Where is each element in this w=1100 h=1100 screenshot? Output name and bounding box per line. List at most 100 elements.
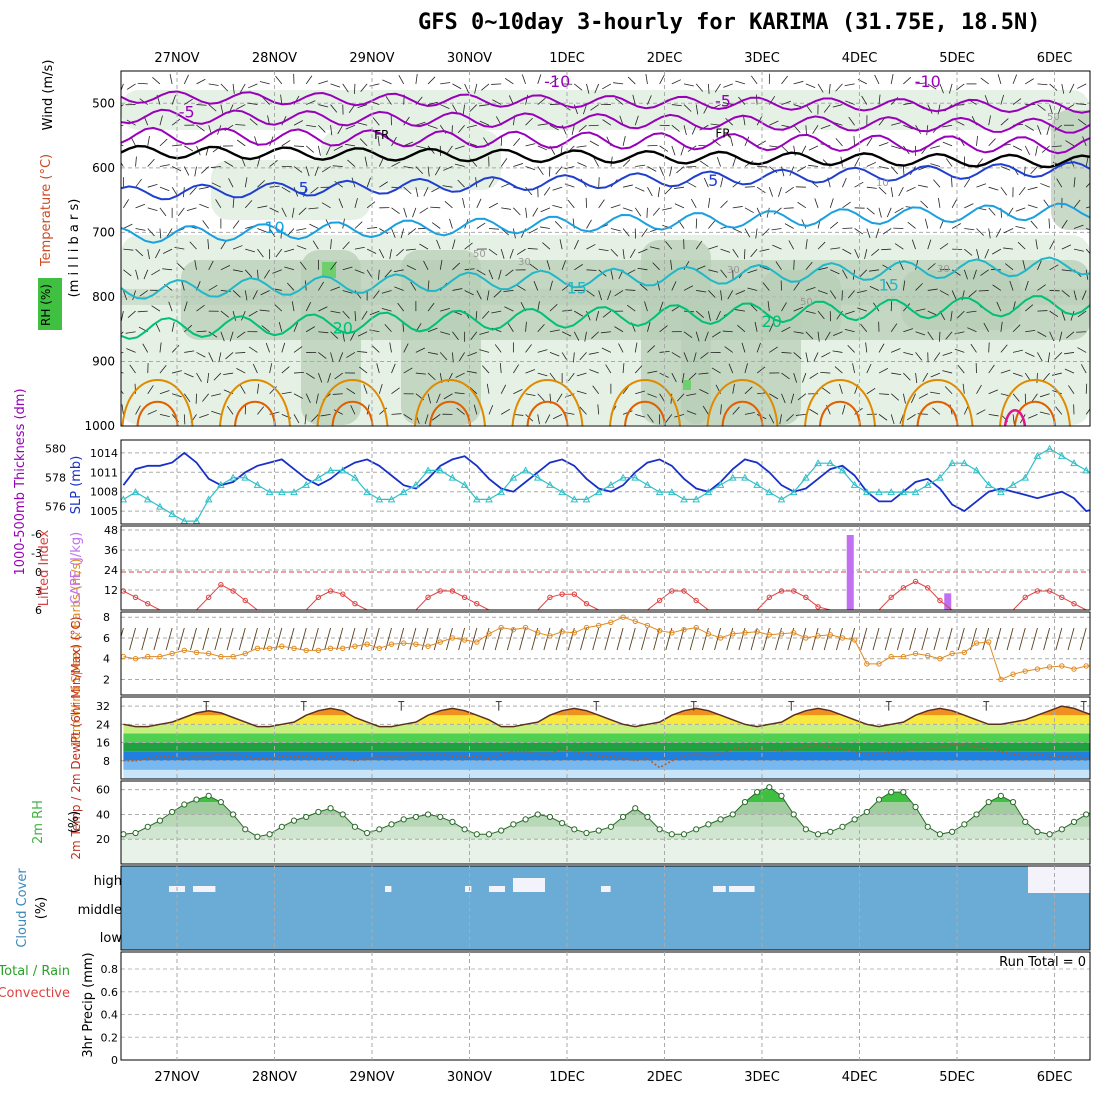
thickness-marker (972, 466, 981, 474)
wind-speed-marker (181, 647, 188, 654)
wind-barb-10m (836, 627, 843, 651)
wind-barb (357, 350, 368, 353)
cloud-level-label: high (94, 874, 122, 889)
wind-barb (756, 366, 766, 374)
wind-barb (513, 163, 524, 167)
rh-tick: 60 (96, 784, 110, 797)
wind-barb (744, 412, 755, 415)
wind-barb (866, 137, 873, 147)
wind-barb (350, 331, 356, 341)
wind-barb (1077, 118, 1087, 126)
wind-barb (1000, 186, 1008, 196)
rh-marker (741, 798, 749, 806)
rh-marker (778, 792, 785, 799)
thickness-marker (546, 480, 554, 488)
lifted-index-marker (474, 600, 480, 607)
wind-barb (500, 408, 510, 415)
wind-barb (440, 104, 450, 109)
wind-barb (613, 82, 624, 85)
wind-barb (920, 200, 929, 209)
wind-barb (1000, 321, 1003, 332)
wind-barb (162, 268, 173, 271)
wind-barb (121, 124, 124, 126)
wind-barb (444, 200, 453, 209)
wind-barb (924, 218, 929, 229)
wind-barb (135, 405, 141, 415)
wind-barb (817, 331, 820, 342)
wind-barb (716, 156, 721, 167)
wind-barb (576, 372, 587, 377)
wind-speed-marker (705, 631, 712, 637)
wind-speed-marker (632, 618, 638, 625)
wind-barb (1039, 411, 1050, 415)
wind-barb (135, 156, 137, 167)
rh-marker (121, 831, 127, 838)
wind-barb (1027, 204, 1038, 209)
thickness-marker (533, 473, 542, 481)
wind-barb (729, 136, 734, 146)
wind-speed-marker (620, 614, 626, 620)
wind-barb (980, 269, 989, 276)
wind-barb (915, 259, 919, 270)
wind-barb (588, 124, 599, 127)
wind-frame (120, 611, 1091, 696)
wind-barb (537, 414, 540, 425)
wind-barb (121, 404, 124, 415)
wind-barb (1025, 124, 1034, 131)
rh-marker (1009, 798, 1017, 806)
wind-barb (405, 248, 416, 251)
date-label-top: 1DEC (549, 51, 585, 66)
lifted-index-marker (681, 588, 687, 594)
wind-barb (781, 302, 787, 312)
wind-barb (945, 331, 953, 340)
wind-barb (1005, 263, 1014, 271)
wind-barb (391, 228, 396, 238)
precip-tick: 0.8 (101, 963, 119, 976)
wind-barb (942, 141, 953, 147)
rh-marker (559, 820, 566, 827)
wind-barb (829, 290, 837, 299)
temperature-arch (721, 400, 764, 426)
wind-barb (281, 186, 291, 193)
wind-barb (452, 288, 463, 291)
wind-barb (162, 248, 173, 254)
wind-speed-marker (388, 641, 395, 647)
cape-label: CAPE (J/kg) (69, 532, 84, 604)
wind-tick: 2 (103, 673, 110, 686)
rh-marker (534, 811, 541, 818)
wind-barb (932, 407, 941, 415)
wind-barb (552, 205, 563, 209)
thickness-marker (741, 473, 749, 481)
wind-barb (151, 269, 161, 276)
thickness-marker (1070, 459, 1078, 467)
thickness-marker (217, 480, 225, 488)
rh-marker (351, 823, 359, 830)
wind-speed-marker (1010, 671, 1016, 677)
wind-speed-marker (925, 652, 931, 659)
wind-barb (681, 373, 685, 383)
wind-barb (614, 290, 624, 297)
cloud-high-bar (1028, 866, 1090, 893)
wind-barb (805, 286, 816, 291)
wind-barb (610, 204, 621, 209)
wind-speed-marker (193, 649, 200, 656)
wind-barb (847, 344, 855, 353)
rh-marker (900, 789, 907, 796)
rh-marker (315, 808, 322, 816)
wind-barb (927, 239, 932, 250)
lifted-index-marker (1022, 594, 1028, 601)
wind-barb (988, 115, 991, 126)
wind-barb (793, 372, 797, 383)
wind-barb (842, 201, 851, 209)
wind-barb (263, 269, 270, 279)
wind-barb-10m (762, 627, 770, 651)
wind-barb (318, 331, 329, 334)
wind-barb (379, 181, 388, 188)
wind-barb (890, 187, 894, 198)
wind-barb (711, 367, 721, 374)
wind-barb (832, 104, 843, 108)
wind-barb (1048, 218, 1051, 229)
wind-barb (732, 156, 737, 167)
wind-barb (347, 159, 356, 167)
wind-barb (1012, 393, 1020, 402)
